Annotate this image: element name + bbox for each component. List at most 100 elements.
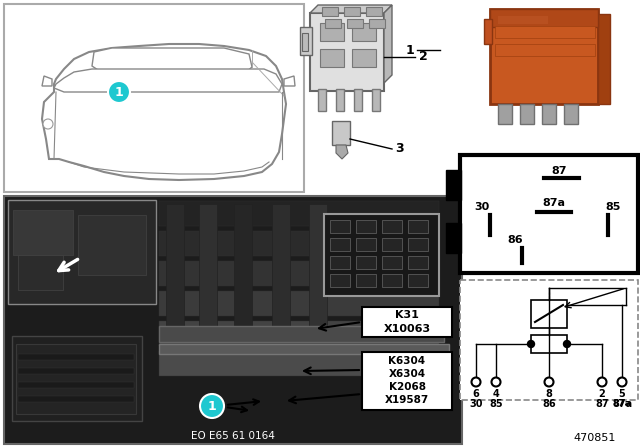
Bar — [598, 14, 610, 104]
Polygon shape — [284, 76, 295, 86]
Bar — [366, 7, 382, 16]
Bar — [408, 238, 428, 251]
Bar — [300, 27, 312, 55]
Text: 87a: 87a — [612, 399, 632, 409]
Bar — [159, 321, 439, 346]
Text: 470851: 470851 — [574, 433, 616, 443]
Text: 1: 1 — [115, 86, 124, 99]
Text: K2068: K2068 — [388, 382, 426, 392]
Bar — [159, 291, 439, 316]
Circle shape — [618, 378, 627, 387]
Text: K6304: K6304 — [388, 356, 426, 366]
Text: 2: 2 — [598, 389, 605, 399]
Polygon shape — [92, 48, 252, 74]
Bar — [531, 335, 567, 353]
Bar — [330, 256, 350, 269]
Bar — [336, 89, 344, 111]
Text: 1: 1 — [406, 43, 414, 56]
Bar — [13, 210, 73, 255]
Text: 3: 3 — [396, 142, 404, 155]
Bar — [638, 180, 640, 208]
Bar — [330, 238, 350, 251]
Text: 87a: 87a — [612, 400, 632, 409]
Bar — [352, 23, 376, 41]
Bar — [347, 19, 363, 28]
Text: 87a: 87a — [543, 198, 566, 208]
Bar — [4, 4, 304, 192]
Bar — [542, 104, 556, 124]
Text: 86: 86 — [507, 235, 523, 245]
Text: X10063: X10063 — [383, 324, 431, 334]
Bar — [234, 204, 252, 334]
Polygon shape — [336, 145, 348, 159]
Circle shape — [108, 81, 130, 103]
Bar — [8, 200, 156, 304]
Text: 1: 1 — [207, 400, 216, 413]
Bar — [498, 16, 548, 24]
Text: 5: 5 — [619, 389, 625, 399]
Bar — [159, 261, 439, 286]
Bar — [490, 9, 598, 104]
Bar — [382, 220, 402, 233]
Text: 85: 85 — [489, 399, 503, 409]
Text: 30: 30 — [474, 202, 490, 212]
Text: 85: 85 — [605, 202, 621, 212]
Bar — [325, 19, 341, 28]
Bar — [159, 344, 449, 354]
Text: 6: 6 — [472, 389, 479, 399]
Bar — [382, 238, 402, 251]
Circle shape — [527, 340, 534, 348]
Bar — [78, 215, 146, 275]
Text: 86: 86 — [542, 399, 556, 409]
Bar — [446, 170, 461, 200]
Polygon shape — [42, 76, 52, 86]
Circle shape — [545, 378, 554, 387]
Polygon shape — [384, 5, 392, 83]
Bar — [460, 155, 638, 273]
Text: 2: 2 — [419, 51, 428, 64]
Bar — [531, 300, 567, 328]
Bar — [369, 19, 385, 28]
Bar — [159, 201, 439, 226]
Bar — [324, 214, 439, 296]
Bar — [18, 255, 63, 290]
Bar — [382, 256, 402, 269]
Bar — [318, 89, 326, 111]
Bar — [354, 89, 362, 111]
Bar — [638, 220, 640, 248]
Bar — [356, 238, 376, 251]
Bar — [330, 220, 350, 233]
Bar — [408, 274, 428, 287]
Bar — [382, 274, 402, 287]
Bar — [495, 44, 595, 56]
Circle shape — [472, 378, 481, 387]
Circle shape — [492, 378, 500, 387]
Bar — [332, 121, 350, 145]
Text: X19587: X19587 — [385, 395, 429, 405]
Text: EO E65 61 0164: EO E65 61 0164 — [191, 431, 275, 441]
Text: X6304: X6304 — [388, 369, 426, 379]
Bar — [4, 196, 462, 444]
Bar — [356, 274, 376, 287]
Bar — [372, 89, 380, 111]
Text: 87: 87 — [551, 166, 567, 176]
Bar — [356, 256, 376, 269]
Circle shape — [200, 394, 224, 418]
Bar — [362, 352, 452, 410]
Text: 4: 4 — [493, 389, 499, 399]
Bar — [322, 7, 338, 16]
Bar — [18, 382, 134, 388]
Bar — [564, 104, 578, 124]
Polygon shape — [310, 5, 392, 13]
Bar — [362, 307, 452, 337]
Bar — [272, 204, 290, 334]
Text: 30: 30 — [469, 399, 483, 409]
Bar — [309, 204, 327, 334]
Text: K31: K31 — [395, 310, 419, 320]
Circle shape — [598, 378, 607, 387]
Bar — [408, 256, 428, 269]
Bar — [344, 7, 360, 16]
Bar — [18, 368, 134, 374]
Bar — [159, 351, 439, 376]
Text: 8: 8 — [545, 389, 552, 399]
